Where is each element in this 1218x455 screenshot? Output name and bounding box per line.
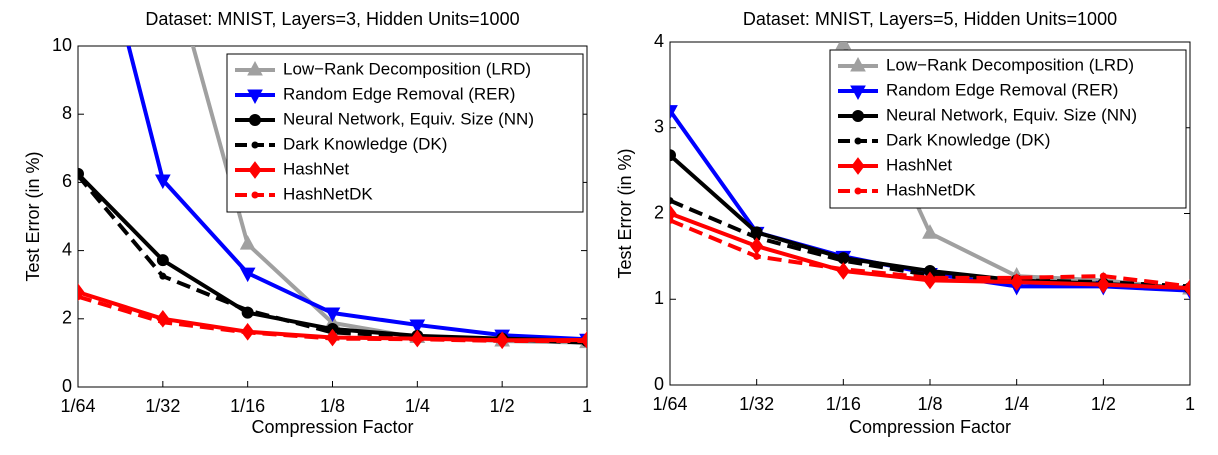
marker	[78, 293, 82, 301]
marker	[249, 114, 261, 126]
marker	[1096, 275, 1110, 294]
series-line	[840, 42, 1190, 291]
x-tick-label: 1/8	[320, 396, 345, 416]
marker	[239, 267, 256, 283]
x-tick-label: 1	[582, 396, 592, 416]
marker	[922, 224, 938, 239]
marker	[329, 335, 336, 343]
marker	[851, 157, 865, 175]
marker	[413, 335, 421, 343]
legend-label: Low−Rank Decomposition (LRD)	[886, 55, 1134, 74]
marker	[670, 216, 674, 224]
marker	[670, 197, 674, 205]
y-tick-label: 0	[62, 376, 72, 396]
marker	[926, 274, 934, 282]
chart-title: Dataset: MNIST, Layers=5, Hidden Units=1…	[743, 9, 1117, 29]
marker	[154, 174, 171, 190]
y-tick-label: 2	[654, 202, 664, 222]
x-axis-label: Compression Factor	[251, 417, 413, 437]
marker	[159, 318, 167, 326]
x-tick-label: 1/4	[405, 396, 430, 416]
marker	[248, 161, 262, 179]
marker	[835, 42, 852, 50]
plot	[78, 46, 587, 350]
marker	[1099, 272, 1107, 280]
marker	[670, 105, 678, 120]
legend-label: HashNet	[283, 159, 349, 178]
legend-label: HashNet	[886, 155, 952, 174]
x-tick-label: 1/32	[145, 396, 180, 416]
legend-label: Neural Network, Equiv. Size (NN)	[886, 105, 1137, 124]
y-tick-label: 4	[654, 31, 664, 51]
y-tick-label: 6	[62, 171, 72, 191]
marker	[670, 149, 676, 162]
marker	[247, 60, 263, 76]
marker	[156, 254, 169, 267]
x-tick-label: 1	[1185, 394, 1195, 414]
legend-box	[829, 49, 1187, 209]
marker	[78, 172, 82, 180]
x-tick-label: 1/2	[490, 396, 515, 416]
marker	[244, 328, 252, 336]
chart: Dataset: MNIST, Layers=5, Hidden Units=1…	[615, 9, 1195, 437]
x-tick-label: 1/64	[60, 396, 95, 416]
x-tick-label: 1/8	[917, 394, 942, 414]
y-tick-label: 10	[52, 35, 72, 55]
marker	[839, 265, 847, 273]
y-tick-label: 1	[654, 288, 664, 308]
marker	[854, 187, 862, 195]
marker	[850, 56, 866, 72]
marker	[753, 252, 761, 260]
x-tick-label: 1/2	[1091, 394, 1116, 414]
x-tick-label: 1/16	[230, 396, 265, 416]
marker	[247, 89, 263, 105]
marker	[850, 85, 866, 101]
marker	[854, 137, 862, 145]
legend-label: HashNetDK	[283, 184, 373, 203]
legend-label: Low−Rank Decomposition (LRD)	[283, 59, 531, 78]
legend-box	[226, 53, 584, 213]
legend-label: Random Edge Removal (RER)	[283, 84, 515, 103]
marker	[244, 306, 252, 314]
marker	[852, 110, 864, 122]
marker	[409, 319, 426, 334]
marker	[1013, 274, 1021, 282]
y-tick-label: 0	[654, 374, 664, 394]
marker	[1186, 282, 1190, 290]
marker	[159, 272, 167, 280]
y-tick-label: 3	[654, 117, 664, 137]
chart: Dataset: MNIST, Layers=3, Hidden Units=1…	[23, 9, 592, 437]
y-axis-label: Test Error (in %)	[23, 151, 43, 281]
x-tick-label: 1/4	[1004, 394, 1029, 414]
legend: Low−Rank Decomposition (LRD) Random Edge …	[226, 53, 584, 213]
x-tick-label: 1/64	[652, 394, 687, 414]
marker	[251, 141, 259, 149]
legend-label: Dark Knowledge (DK)	[886, 130, 1050, 149]
marker	[583, 337, 587, 345]
x-tick-label: 1/16	[826, 394, 861, 414]
y-axis-label: Test Error (in %)	[615, 148, 635, 278]
x-tick-label: 1/32	[739, 394, 774, 414]
plot	[670, 42, 1190, 300]
y-tick-label: 2	[62, 308, 72, 328]
legend-label: Random Edge Removal (RER)	[886, 80, 1118, 99]
legend-label: Neural Network, Equiv. Size (NN)	[283, 109, 534, 128]
marker	[750, 237, 764, 255]
legend-label: HashNetDK	[886, 180, 976, 199]
y-tick-label: 8	[62, 103, 72, 123]
legend: Low−Rank Decomposition (LRD) Random Edge …	[829, 49, 1187, 209]
chart-title: Dataset: MNIST, Layers=3, Hidden Units=1…	[145, 9, 519, 29]
marker	[239, 235, 256, 250]
x-axis-label: Compression Factor	[849, 417, 1011, 437]
marker	[251, 191, 259, 199]
marker	[498, 337, 506, 345]
marker	[324, 307, 341, 323]
y-tick-label: 4	[62, 239, 72, 259]
legend-label: Dark Knowledge (DK)	[283, 134, 447, 153]
